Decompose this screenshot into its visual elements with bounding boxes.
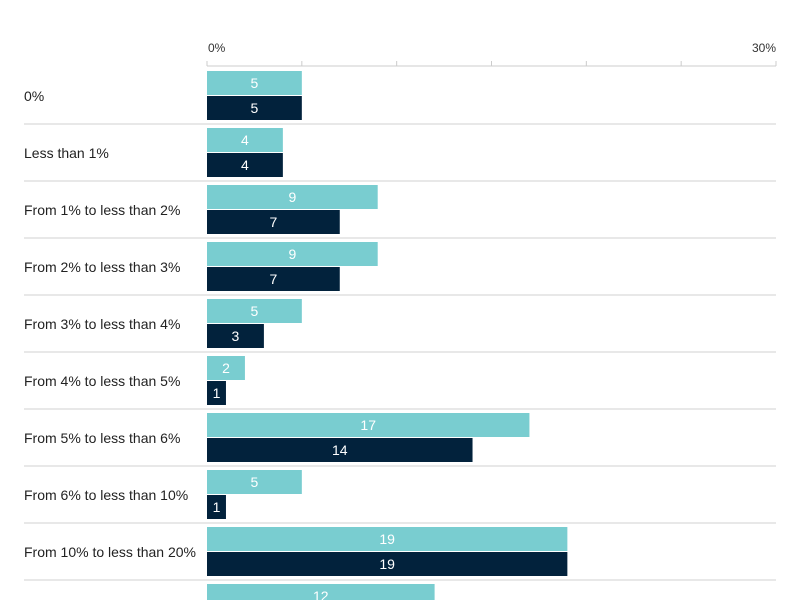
data-label: 9: [288, 189, 296, 205]
bar: [207, 552, 568, 576]
category-label: From 10% to less than 20%: [24, 544, 196, 560]
data-label: 4: [241, 157, 249, 173]
data-label: 12: [313, 588, 329, 600]
data-label: 7: [269, 271, 277, 287]
category-label: From 6% to less than 10%: [24, 487, 188, 503]
data-label: 5: [251, 75, 259, 91]
bar: [207, 96, 302, 120]
bar: [207, 413, 530, 437]
data-label: 19: [379, 556, 395, 572]
x-tick-label: 30%: [752, 41, 776, 55]
category-label: From 5% to less than 6%: [24, 430, 180, 446]
data-label: 7: [269, 214, 277, 230]
category-label: From 4% to less than 5%: [24, 373, 180, 389]
data-label: 2: [222, 360, 230, 376]
category-label: From 2% to less than 3%: [24, 259, 180, 275]
bar: [207, 267, 340, 291]
bar: [207, 495, 226, 519]
category-label: Less than 1%: [24, 145, 109, 161]
data-label: 17: [360, 417, 376, 433]
category-label: From 3% to less than 4%: [24, 316, 180, 332]
bar: [207, 356, 245, 380]
bar: [207, 324, 264, 348]
data-label: 5: [251, 100, 259, 116]
category-label: 0%: [24, 88, 44, 104]
bar: [207, 527, 568, 551]
bar: [207, 438, 473, 462]
data-label: 5: [251, 474, 259, 490]
bar: [207, 381, 226, 405]
bar: [207, 584, 435, 600]
data-label: 1: [213, 499, 221, 515]
bar: [207, 153, 283, 177]
category-label: From 1% to less than 2%: [24, 202, 180, 218]
bar: [207, 128, 283, 152]
bar: [207, 185, 378, 209]
data-label: 14: [332, 442, 348, 458]
bar: [207, 470, 302, 494]
data-label: 1: [213, 385, 221, 401]
data-label: 9: [288, 246, 296, 262]
bar: [207, 242, 378, 266]
x-tick-label: 0%: [208, 41, 226, 55]
bar: [207, 210, 340, 234]
data-label: 5: [251, 303, 259, 319]
data-label: 4: [241, 132, 249, 148]
data-label: 19: [379, 531, 395, 547]
data-label: 3: [232, 328, 240, 344]
bar: [207, 71, 302, 95]
bar: [207, 299, 302, 323]
